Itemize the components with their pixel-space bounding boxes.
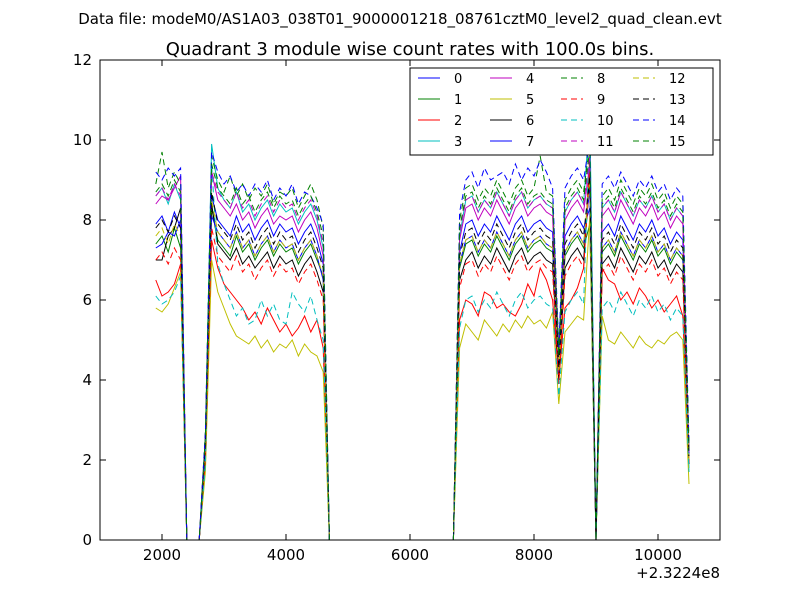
legend-label-4: 4 <box>526 72 534 87</box>
x-tick-label: 4000 <box>267 546 305 564</box>
series-line-10 <box>155 123 690 541</box>
y-tick-label: 10 <box>73 131 92 149</box>
data-file-label: Data file: modeM0/AS1A03_038T01_90000012… <box>78 10 722 29</box>
series-line-6 <box>155 179 690 541</box>
legend-label-12: 12 <box>669 72 686 87</box>
legend-label-0: 0 <box>454 72 462 87</box>
y-tick-label: 4 <box>82 371 92 389</box>
series-line-2 <box>155 155 690 541</box>
y-tick-label: 6 <box>82 291 92 309</box>
series-line-14 <box>155 139 690 541</box>
series-line-11 <box>155 155 690 541</box>
x-tick-label: 10000 <box>634 546 682 564</box>
series-line-15 <box>155 147 690 541</box>
legend-label-7: 7 <box>526 135 534 150</box>
legend-label-14: 14 <box>669 114 686 129</box>
y-tick-label: 2 <box>82 451 92 469</box>
legend-label-6: 6 <box>526 114 534 129</box>
series-line-13 <box>155 175 690 541</box>
series-line-0 <box>155 195 690 541</box>
x-offset-label: +2.3224e8 <box>636 564 720 582</box>
series-line-4 <box>155 163 690 541</box>
legend-label-5: 5 <box>526 93 534 108</box>
y-tick-label: 0 <box>82 531 92 549</box>
series-line-1 <box>155 207 690 541</box>
series-line-5 <box>155 215 690 541</box>
legend-label-15: 15 <box>669 135 686 150</box>
x-tick-label: 2000 <box>143 546 181 564</box>
legend-label-1: 1 <box>454 93 462 108</box>
series-line-8 <box>155 143 690 541</box>
legend-label-10: 10 <box>597 114 614 129</box>
legend-label-9: 9 <box>597 93 605 108</box>
y-tick-label: 8 <box>82 211 92 229</box>
series-layer <box>155 111 690 541</box>
chart-title: Quadrant 3 module wise count rates with … <box>166 39 655 60</box>
series-line-12 <box>155 179 690 541</box>
y-tick-label: 12 <box>73 51 92 69</box>
series-line-9 <box>155 171 690 541</box>
legend-label-11: 11 <box>597 135 614 150</box>
legend-label-13: 13 <box>669 93 686 108</box>
legend-label-2: 2 <box>454 114 462 129</box>
legend-label-3: 3 <box>454 135 462 150</box>
x-tick-label: 8000 <box>515 546 553 564</box>
legend-label-8: 8 <box>597 72 605 87</box>
x-tick-label: 6000 <box>391 546 429 564</box>
